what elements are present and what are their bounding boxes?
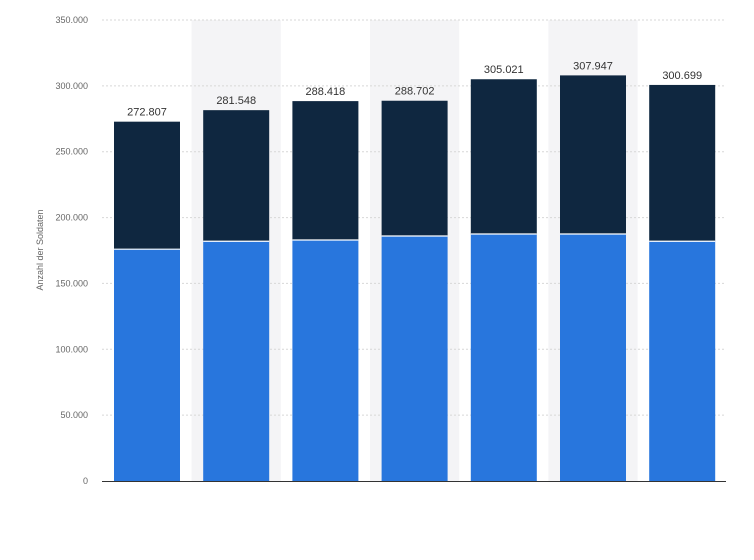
y-tick-label: 300.000 <box>55 81 88 91</box>
total-label: 288.418 <box>306 86 346 98</box>
total-label: 288.702 <box>395 86 435 98</box>
bar-segment-upper[interactable] <box>114 121 180 250</box>
total-label: 305.021 <box>484 64 524 76</box>
bar-segment-upper[interactable] <box>292 101 359 240</box>
y-tick-label: 250.000 <box>55 147 88 157</box>
bar-segment-lower[interactable] <box>649 241 716 481</box>
bar-segment-upper[interactable] <box>470 79 537 235</box>
y-tick-label: 0 <box>83 476 88 486</box>
y-tick-label: 100.000 <box>55 344 88 354</box>
y-tick-label: 50.000 <box>60 410 88 420</box>
bar-segment-upper[interactable] <box>649 84 716 242</box>
bar-segment-lower[interactable] <box>203 241 270 481</box>
bar-segment-upper[interactable] <box>381 100 448 237</box>
y-axis-ticks: 0 50.000 100.000 150.000 200.000 250.000 300.0… <box>55 15 88 486</box>
y-axis-title: Anzahl der Soldaten <box>35 209 45 290</box>
bars <box>114 75 716 481</box>
bar-segment-lower[interactable] <box>470 234 537 481</box>
bar-segment-lower[interactable] <box>381 236 448 481</box>
bar-segment-lower[interactable] <box>292 239 359 481</box>
y-tick-label: 200.000 <box>55 213 88 223</box>
total-label: 272.807 <box>127 107 167 119</box>
total-label: 300.699 <box>662 70 702 82</box>
y-tick-label: 150.000 <box>55 278 88 288</box>
bar-segment-lower[interactable] <box>114 249 180 481</box>
bar-segment-lower[interactable] <box>560 234 626 481</box>
total-label: 307.947 <box>573 60 613 72</box>
bar-segment-upper[interactable] <box>560 75 626 235</box>
total-label: 281.548 <box>216 95 256 107</box>
total-labels: 272.807 281.548 288.418 288.702 305.021 307.9… <box>127 60 702 118</box>
y-tick-label: 350.000 <box>55 15 88 25</box>
bar-segment-upper[interactable] <box>203 110 270 242</box>
